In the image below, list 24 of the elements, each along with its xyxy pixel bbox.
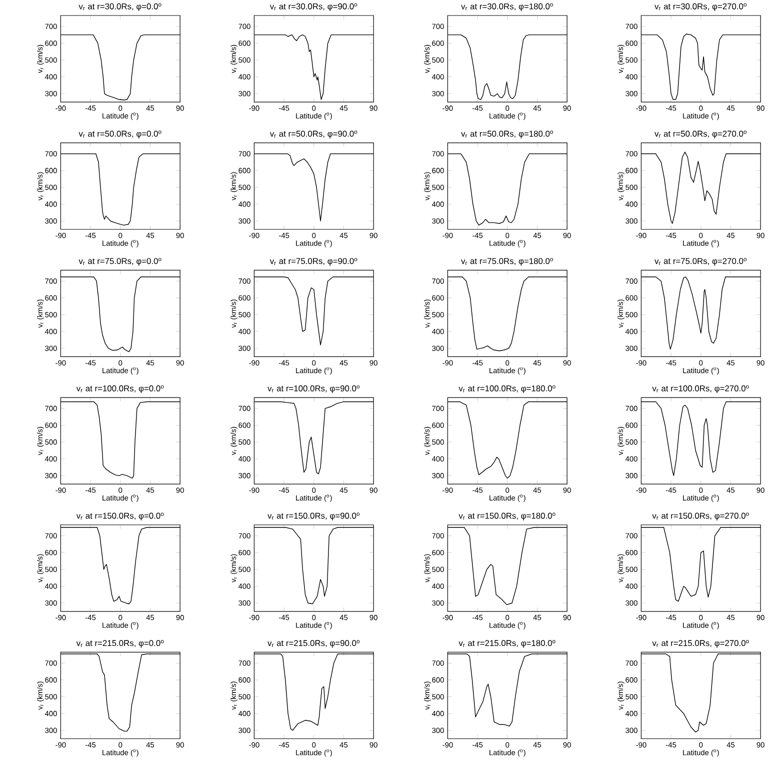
chart-title: v$_{r}$ at r=215.0Rs, φ=270.0$^{o}$ [652,640,749,648]
chart-title: v$_{r}$ at r=100.0Rs, φ=90.0$^{o}$ [268,386,360,394]
chart-title: v$_{r}$ at r=100.0Rs, φ=0.0$^{o}$ [76,386,164,394]
chart-title: v$_{r}$ at r=30.0Rs, φ=90.0$^{o}$ [270,3,358,12]
chart-title: v$_{r}$ at r=75.0Rs, φ=0.0$^{o}$ [78,258,162,266]
chart-title: v$_{r}$ at r=75.0Rs, φ=90.0$^{o}$ [270,258,358,266]
chart-title: v$_{r}$ at r=150.0Rs, φ=180.0$^{o}$ [458,512,556,521]
chart-title: v$_{r}$ at r=150.0Rs, φ=90.0$^{o}$ [268,512,360,521]
chart-title: v$_{r}$ at r=75.0Rs, φ=270.0$^{o}$ [654,258,746,266]
chart-title: v$_{r}$ at r=215.0Rs, φ=0.0$^{o}$ [76,640,164,648]
chart-title: v$_{r}$ at r=50.0Rs, φ=270.0$^{o}$ [654,130,746,139]
chart-title: v$_{r}$ at r=100.0Rs, φ=270.0$^{o}$ [652,386,749,394]
chart-title: v$_{r}$ at r=30.0Rs, φ=270.0$^{o}$ [654,3,746,12]
chart-title: v$_{r}$ at r=215.0Rs, φ=90.0$^{o}$ [268,640,360,648]
chart-title: v$_{r}$ at r=50.0Rs, φ=0.0$^{o}$ [78,130,162,139]
chart-title: v$_{r}$ at r=150.0Rs, φ=270.0$^{o}$ [652,512,749,521]
chart-title: v$_{r}$ at r=75.0Rs, φ=180.0$^{o}$ [461,258,553,266]
chart-title: v$_{r}$ at r=100.0Rs, φ=180.0$^{o}$ [458,386,556,394]
chart-title: v$_{r}$ at r=150.0Rs, φ=0.0$^{o}$ [76,512,164,521]
chart-title: v$_{r}$ at r=30.0Rs, φ=180.0$^{o}$ [461,3,553,12]
chart-title: v$_{r}$ at r=50.0Rs, φ=90.0$^{o}$ [270,130,358,139]
chart-title: v$_{r}$ at r=50.0Rs, φ=180.0$^{o}$ [461,130,553,139]
chart-title: v$_{r}$ at r=215.0Rs, φ=180.0$^{o}$ [458,640,556,648]
chart-title: v$_{r}$ at r=30.0Rs, φ=0.0$^{o}$ [78,3,162,12]
